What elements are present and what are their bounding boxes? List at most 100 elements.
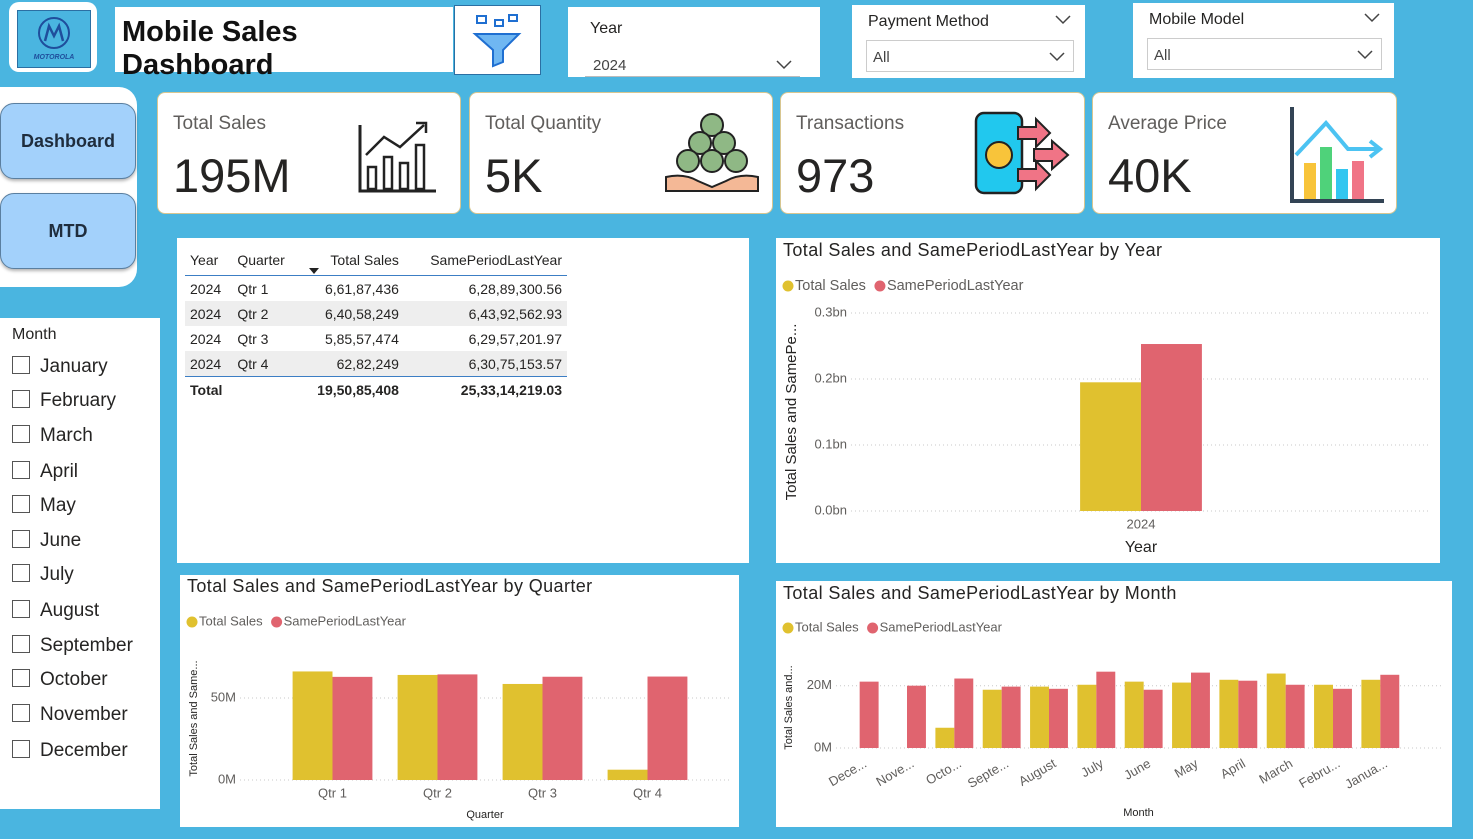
x-tick-label: Janua...: [1342, 756, 1390, 792]
x-tick-label: Dece...: [826, 756, 869, 790]
total-cell: 19,50,85,408: [298, 376, 404, 402]
bar: [647, 676, 688, 780]
checkbox: [12, 461, 30, 479]
dropdown[interactable]: All: [866, 40, 1074, 72]
bar: [1361, 679, 1381, 748]
table-total-row: Total 19,50,85,408 25,33,14,219.03: [185, 376, 567, 402]
bar: [1314, 684, 1333, 748]
bar: [502, 683, 543, 780]
chevron: [1364, 13, 1380, 23]
y-tick-label: 50M: [211, 689, 236, 704]
x-tick-label: June: [1121, 756, 1153, 783]
y-tick-label: 0.3bn: [814, 304, 847, 319]
kpi-card: Total Quantity 5K: [469, 92, 773, 214]
dropdown[interactable]: All: [1147, 38, 1382, 70]
column-header: Quarter: [232, 245, 299, 276]
data-table: Year Quarter Total Sales SamePeriodLastYear…: [185, 245, 567, 402]
bar: [1124, 681, 1144, 748]
x-tick-label: Qtr 2: [423, 785, 452, 800]
legend-marker: [867, 622, 879, 634]
y-axis-label: Total Sales and Same...: [188, 660, 200, 776]
table-cell: 2024: [185, 301, 233, 326]
bar: [982, 689, 1002, 748]
chart-title: Total Sales and SamePeriodLastYear by Qu…: [187, 576, 593, 596]
x-tick-label: Octo...: [923, 756, 964, 788]
kpi-icon: [1290, 107, 1384, 203]
table-header-row: Year Quarter Total Sales SamePeriodLastYear: [185, 245, 567, 276]
slicer-item[interactable]: December: [12, 740, 128, 762]
bar: [1141, 344, 1202, 511]
icon-part: [476, 15, 487, 24]
checkbox: [12, 704, 30, 722]
bar: [907, 685, 926, 748]
month-slicer: Month January February March April May June Ju…: [0, 318, 160, 809]
bar: [292, 671, 333, 780]
slicer-label: Mobile Model: [1149, 11, 1245, 28]
slicer-item[interactable]: November: [12, 704, 128, 726]
kpi-card: Total Sales 195M: [157, 92, 461, 214]
checkbox: [12, 425, 30, 443]
slicer-item[interactable]: March: [12, 425, 93, 447]
checkbox: [12, 356, 30, 374]
total-cell: 25,33,14,219.03: [403, 376, 567, 402]
table-cell: 2024: [185, 351, 233, 377]
slicer-item-label: December: [40, 740, 128, 761]
bar: [1049, 688, 1068, 748]
legend-marker: [782, 622, 794, 634]
kpi-icon: [358, 121, 436, 193]
x-tick-label: March: [1256, 756, 1295, 787]
x-tick-label: Qtr 1: [318, 785, 347, 800]
table-cell: 6,43,92,562.93: [403, 301, 567, 326]
slicer-item-label: January: [40, 356, 108, 377]
x-axis-label: Year: [1125, 539, 1158, 556]
bar: [1001, 686, 1021, 748]
slicer-label: Year: [590, 20, 623, 37]
nav-button[interactable]: MTD: [0, 193, 136, 269]
slicer-item[interactable]: August: [12, 600, 99, 622]
bar: [1096, 671, 1116, 748]
dropdown[interactable]: 2024: [585, 52, 800, 77]
year-slicer[interactable]: Year 2024: [568, 7, 820, 77]
icon-part: [508, 14, 518, 22]
column-header: Total Sales: [298, 245, 404, 276]
table-cell: Qtr 1: [237, 280, 269, 297]
slicer-item[interactable]: July: [12, 564, 74, 586]
bar: [437, 674, 478, 780]
slicer-item[interactable]: June: [12, 530, 81, 552]
filter-button[interactable]: [454, 5, 541, 75]
slicer-item-label: February: [40, 390, 117, 411]
slicer-item[interactable]: February: [12, 390, 116, 412]
bar: [1191, 672, 1210, 748]
slicer-label: Payment Method: [868, 13, 989, 30]
kpi-label: Total Quantity: [485, 113, 602, 134]
slicer-item[interactable]: April: [12, 461, 78, 483]
bar: [1143, 689, 1163, 748]
nav-button[interactable]: Dashboard: [0, 103, 136, 179]
checkbox: [12, 635, 30, 653]
table-cell: 5,85,57,474: [324, 330, 399, 347]
slicer-item[interactable]: May: [12, 495, 76, 517]
x-tick-label: Septe...: [965, 756, 1011, 791]
bar: [607, 769, 648, 780]
bar: [1080, 382, 1141, 511]
slicer-item-label: April: [40, 461, 79, 482]
slicer-item-label: June: [40, 530, 82, 551]
bar: [935, 727, 955, 748]
checkbox: [12, 600, 30, 618]
slicer-item-label: October: [40, 669, 108, 690]
kpi-card: Transactions 973: [780, 92, 1085, 214]
slicer-item[interactable]: October: [12, 669, 108, 691]
table-cell: 6,29,57,201.97: [468, 330, 562, 347]
kpi-icon: [974, 111, 1070, 195]
payment-slicer[interactable]: Payment Method All: [852, 5, 1085, 78]
checkbox: [12, 495, 30, 513]
legend-label: SamePeriodLastYear: [880, 619, 1003, 634]
table-cell: 6,61,87,436: [324, 280, 399, 297]
slicer-item[interactable]: September: [12, 635, 133, 657]
model-slicer[interactable]: Mobile Model All: [1133, 3, 1394, 78]
slicer-item[interactable]: January: [12, 356, 108, 378]
x-tick-label: Qtr 4: [633, 785, 662, 800]
legend-marker: [186, 616, 198, 628]
bar: [1380, 674, 1400, 748]
x-tick-label: Febru...: [1296, 756, 1342, 791]
